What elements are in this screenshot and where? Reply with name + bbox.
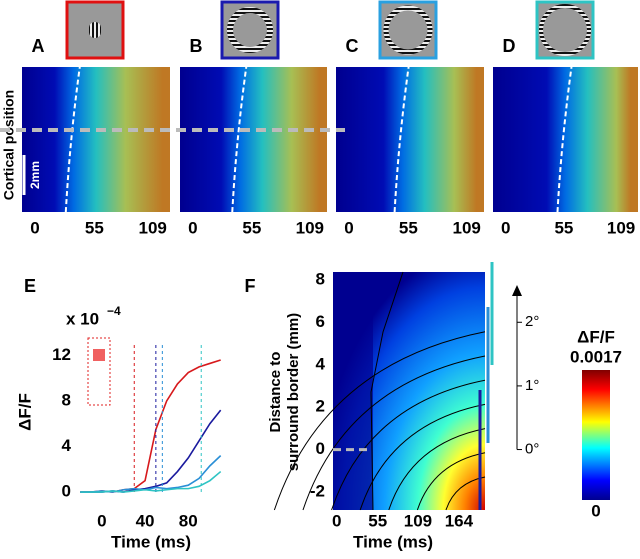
- x-tick-label: 0: [501, 218, 510, 237]
- y-axis-label: surround border (mm): [285, 313, 302, 471]
- colorbar-title: ΔF/F: [577, 327, 615, 346]
- y-tick-label: 8: [316, 270, 325, 289]
- contour: [370, 271, 404, 511]
- y-tick-label: 0: [62, 482, 71, 501]
- series-line: [80, 470, 222, 493]
- y2-tick-label: 0°: [525, 441, 539, 458]
- y-tick-label: 12: [52, 345, 71, 364]
- colorbar: [582, 370, 610, 500]
- y2-tick-label: 1°: [525, 377, 539, 394]
- x-tick-label: 55: [368, 511, 387, 530]
- y-axis-label: Cortical position: [1, 90, 17, 200]
- heatmap: [336, 67, 484, 212]
- contour: [302, 355, 486, 511]
- stimulus-square: [93, 349, 105, 361]
- x-tick-label: 55: [554, 218, 573, 237]
- stimulus-icons: [65, 0, 595, 60]
- x-tick-label: 0: [344, 218, 353, 237]
- heatmap-shade: [180, 67, 327, 212]
- onset-line: [64, 66, 81, 213]
- y-tick-label: 4: [62, 436, 72, 455]
- x-tick-label: 164: [445, 511, 474, 530]
- x-tick-label: 0: [97, 511, 106, 530]
- y-multiplier: x 10: [66, 309, 99, 328]
- heatmap-shade: [493, 67, 638, 212]
- y-tick-label: 0: [316, 439, 325, 458]
- scale-bar-label: 2mm: [28, 161, 42, 189]
- colorbar-tick-label: 0.0017: [570, 347, 622, 366]
- y-axis-label: Distance to: [267, 352, 284, 433]
- series-line: [80, 409, 222, 493]
- x-tick-label: 0: [332, 511, 341, 530]
- y-tick-label: 4: [316, 354, 326, 373]
- onset-line: [556, 66, 573, 213]
- contour: [359, 403, 486, 511]
- x-tick-label: 109: [607, 218, 635, 237]
- x-axis-label: Time (ms): [111, 532, 191, 551]
- y-tick-label: 6: [316, 312, 325, 331]
- heatmap-shade: [336, 67, 484, 212]
- heatmap: [493, 67, 638, 212]
- contour: [331, 379, 486, 511]
- y-axis-label: ΔF/F: [15, 393, 34, 431]
- panel-label: D: [503, 36, 516, 56]
- y-multiplier-exp: −4: [107, 304, 121, 318]
- contour: [388, 428, 486, 511]
- heatmap: [22, 67, 170, 212]
- x-axis-label: Time (ms): [353, 532, 433, 551]
- x-tick-label: 80: [179, 511, 198, 530]
- y-tick-label: -2: [310, 481, 325, 500]
- x-tick-label: 55: [85, 218, 104, 237]
- series-line: [80, 359, 221, 493]
- x-tick-label: 109: [296, 218, 324, 237]
- x-tick-label: 109: [453, 218, 481, 237]
- x-tick-label: 0: [30, 218, 39, 237]
- panel-label: B: [190, 36, 203, 56]
- x-tick-label: 109: [404, 511, 432, 530]
- onset-line: [231, 66, 248, 213]
- panel-label: C: [346, 36, 359, 56]
- heatmap: [180, 67, 327, 212]
- stimulus-box: [87, 337, 111, 406]
- panel-label: E: [24, 276, 36, 296]
- y2-arrow: [512, 285, 522, 296]
- contour: [416, 452, 486, 511]
- x-tick-label: 109: [139, 218, 167, 237]
- x-tick-label: 0: [188, 218, 197, 237]
- panel-label: A: [32, 36, 45, 56]
- colorbar-tick-label: 0: [591, 501, 600, 520]
- y2-tick-label: 2°: [525, 313, 539, 330]
- x-tick-label: 40: [136, 511, 155, 530]
- x-tick-label: 55: [399, 218, 418, 237]
- y-tick-label: 8: [62, 390, 71, 409]
- heatmap-shade: [22, 67, 170, 212]
- panel-label: F: [245, 276, 256, 296]
- y-tick-label: 2: [316, 397, 325, 416]
- contour: [273, 331, 486, 511]
- x-tick-label: 55: [242, 218, 261, 237]
- onset-line: [393, 66, 410, 213]
